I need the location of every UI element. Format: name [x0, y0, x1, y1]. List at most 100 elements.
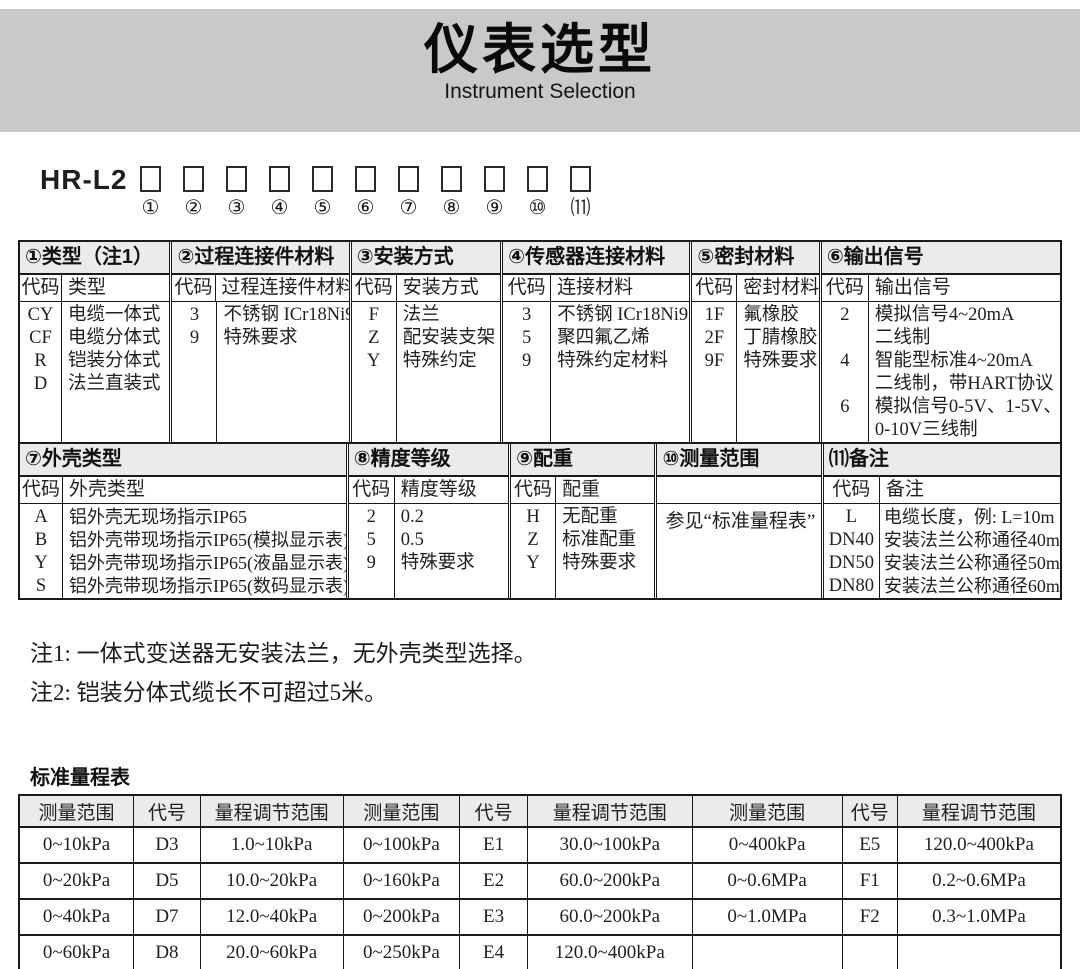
range-reference-note: 参见“标准量程表” [665, 511, 816, 532]
subheader-code: 代码 [172, 275, 216, 301]
position-number: ⑾ [570, 197, 591, 219]
range-row: 0~20kPa D5 10.0~20kPa 0~160kPa E2 60.0~2… [18, 862, 1062, 900]
selection-box [569, 166, 591, 192]
code-value: B [34, 530, 48, 550]
desc-value: 不锈钢 ICr18Ni9Ni [557, 305, 689, 325]
section-process-connection-material: ②过程连接件材料 代码 过程连接件材料 3 9 不锈钢 ICr18Ni9Ni 特殊要… [169, 242, 349, 442]
model-position: ③ [225, 166, 247, 219]
range-cell: 120.0~400kPa [526, 934, 693, 969]
position-number: ⑧ [442, 197, 461, 219]
range-cell [691, 934, 843, 969]
selection-box [268, 166, 290, 192]
range-cell: 0~10kPa [18, 826, 135, 864]
selection-box [440, 166, 462, 192]
section-title: ⑩测量范围 [657, 444, 821, 477]
range-cell: 0~60kPa [18, 934, 135, 969]
selection-box [182, 166, 204, 192]
model-position: ⑦ [397, 166, 419, 219]
selection-box [225, 166, 247, 192]
range-cell: 0~250kPa [342, 934, 461, 969]
section-title: ⑨配重 [511, 444, 655, 477]
desc-value: 电缆一体式 [68, 305, 161, 325]
desc-value: 模拟信号0-5V、1-5V、 [874, 397, 1060, 417]
range-cell: E1 [459, 826, 528, 864]
desc-value: 安装法兰公称通径50mm [883, 553, 1060, 573]
range-header-row: 测量范围 代号 量程调节范围 测量范围 代号 量程调节范围 测量范围 代号 量程… [18, 794, 1062, 828]
desc-value: 无配重 [562, 507, 618, 527]
header-band: 仪表选型 Instrument Selection [0, 9, 1080, 132]
range-cell: 0.2~0.6MPa [896, 862, 1062, 900]
range-cell: E2 [459, 862, 528, 900]
section-title: ⑾备注 [823, 444, 1060, 477]
range-row: 0~10kPa D3 1.0~10kPa 0~100kPa E1 30.0~10… [18, 826, 1062, 864]
desc-value: 特殊要求 [743, 351, 818, 371]
model-position: ⑾ [569, 166, 591, 219]
range-header-cell: 量程调节范围 [526, 794, 693, 828]
code-value: Y [526, 553, 540, 573]
range-header-cell: 量程调节范围 [896, 794, 1062, 828]
selection-box [526, 166, 548, 192]
desc-value: 特殊要求 [562, 553, 637, 573]
desc-value: 聚四氟乙烯 [557, 328, 650, 348]
code-value [822, 373, 868, 396]
desc-value: 0.5 [400, 530, 424, 550]
code-value: S [35, 576, 47, 596]
desc-value: 二线制，带HART协议 [874, 374, 1054, 394]
desc-value: 铝外壳带现场指示IP65(模拟显示表) [69, 530, 346, 550]
section-title: ①类型（注1） [20, 242, 170, 275]
selection-box [139, 166, 161, 192]
page-subtitle: Instrument Selection [444, 80, 636, 103]
range-cell: D8 [133, 934, 201, 969]
range-cell: 0~0.6MPa [691, 862, 843, 900]
subheader-desc: 连接材料 [557, 277, 634, 298]
range-cell: 0~20kPa [18, 862, 135, 900]
range-header-cell: 代号 [841, 794, 898, 828]
desc-value: 安装法兰公称通径60mm [883, 576, 1060, 596]
range-cell: 0~1.0MPa [691, 898, 843, 936]
range-row: 0~40kPa D7 12.0~40kPa 0~200kPa E3 60.0~2… [18, 898, 1062, 936]
desc-value: 特殊约定 [402, 351, 477, 371]
model-position: ⑥ [354, 166, 376, 219]
range-header-cell: 测量范围 [342, 794, 461, 828]
section-type: ①类型（注1） 代码 类型 CY CF R D 电缆一体式 电缆分体式 铠装分体式 法兰直装… [20, 242, 170, 442]
note-1: 注1: 一体式变送器无安装法兰，无外壳类型选择。 [30, 641, 537, 666]
subheader-desc: 类型 [68, 277, 107, 298]
range-cell: 0.3~1.0MPa [896, 898, 1062, 936]
desc-value: 法兰 [402, 305, 440, 325]
model-position: ⑧ [440, 166, 462, 219]
section-title: ④传感器连接材料 [503, 242, 690, 275]
range-cell: 0~40kPa [18, 898, 135, 936]
range-header-cell: 测量范围 [691, 794, 843, 828]
code-value: R [34, 351, 47, 371]
range-cell: E3 [459, 898, 528, 936]
subheader-desc: 过程连接件材料 [221, 277, 349, 298]
subheader-code: 代码 [349, 477, 395, 503]
section-title: ③安装方式 [351, 242, 501, 275]
selection-box [354, 166, 376, 192]
range-header-cell: 量程调节范围 [199, 794, 344, 828]
code-value: F [368, 305, 379, 325]
section-title: ②过程连接件材料 [172, 242, 349, 275]
code-value: 9 [522, 351, 532, 371]
code-value: Z [527, 530, 539, 550]
section-accuracy-class: ⑧精度等级 代码 精度等级 2 5 9 0.2 0.5 特殊要求 [345, 444, 509, 598]
code-value: DN80 [828, 576, 874, 596]
desc-value: 配安装支架 [402, 328, 496, 348]
model-position: ④ [268, 166, 290, 219]
range-cell: 10.0~20kPa [199, 862, 344, 900]
subheader-code: 代码 [692, 275, 738, 301]
position-number: ⑩ [528, 197, 547, 219]
desc-value: 丁腈橡胶 [743, 328, 818, 348]
section-remarks: ⑾备注 代码 备注 L DN40 DN50 DN80 电缆长度，例: L=10m 安装法… [820, 444, 1060, 598]
model-code: HR-L2 [40, 164, 128, 195]
range-cell: 30.0~100kPa [526, 826, 693, 864]
range-cell [841, 934, 898, 969]
range-cell: 60.0~200kPa [526, 862, 693, 900]
range-cell: E4 [459, 934, 528, 969]
range-cell: D7 [133, 898, 201, 936]
code-value: 2 [840, 305, 850, 325]
subheader-desc: 配重 [562, 479, 601, 500]
subheader-code: 代码 [20, 275, 62, 301]
range-cell: 60.0~200kPa [526, 898, 693, 936]
